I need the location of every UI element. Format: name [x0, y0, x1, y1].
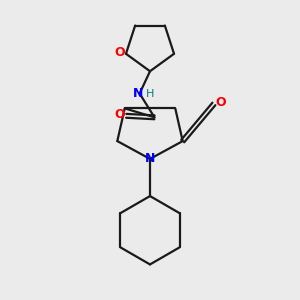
- Text: H: H: [146, 88, 154, 98]
- Text: O: O: [215, 96, 226, 109]
- Text: N: N: [133, 87, 143, 100]
- Text: O: O: [114, 108, 125, 121]
- Text: N: N: [145, 152, 155, 165]
- Text: O: O: [114, 46, 125, 59]
